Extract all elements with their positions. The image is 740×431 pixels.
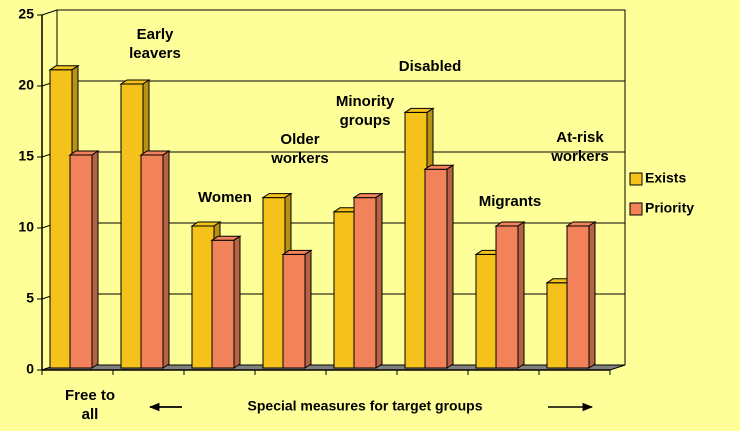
bar-side	[588, 221, 596, 369]
category-label: Older workers	[271, 131, 329, 167]
bar	[139, 150, 171, 369]
bar-front	[282, 253, 306, 369]
y-tick-label: 15	[18, 148, 34, 164]
category-label-box: Free to all	[65, 387, 115, 423]
bar-front	[475, 253, 499, 369]
y-tick-label: 0	[26, 361, 34, 377]
y-tick-label: 25	[18, 6, 34, 22]
bar-front	[262, 197, 286, 369]
legend-swatch	[629, 172, 643, 186]
bar-front	[404, 111, 428, 369]
bar-front	[120, 83, 144, 369]
bar-side	[162, 150, 170, 369]
bar-front	[69, 154, 93, 369]
legend-swatch	[629, 202, 643, 216]
bar	[494, 221, 526, 369]
bar-side	[233, 235, 241, 369]
category-label-box: Migrants	[478, 193, 542, 210]
category-label: Minority groups	[335, 93, 395, 129]
bar	[565, 221, 597, 369]
annotation: Special measures for target groups	[248, 398, 483, 414]
bar	[68, 150, 100, 369]
category-label-box: Women	[198, 189, 252, 206]
bar-front	[353, 197, 377, 369]
bar-side	[446, 164, 454, 369]
bar-front	[424, 168, 448, 369]
bar-front	[140, 154, 164, 369]
category-label-box: Older workers	[271, 131, 329, 167]
y-tick-label: 20	[18, 77, 34, 93]
legend-label: Priority	[645, 200, 694, 216]
category-label: Women	[198, 189, 252, 206]
bar	[352, 192, 384, 369]
category-label-box: Disabled	[398, 58, 462, 75]
category-label-box: At-risk workers	[551, 129, 609, 165]
bar-side	[91, 150, 99, 369]
category-label: Early leavers	[129, 26, 181, 62]
category-label-box: Minority groups	[335, 93, 395, 129]
bar-front	[566, 225, 590, 369]
bar-side	[517, 221, 525, 369]
category-label: At-risk workers	[551, 129, 609, 165]
grid-line	[41, 9, 625, 16]
bar	[423, 164, 455, 369]
bar-front	[191, 225, 215, 369]
bar-side	[375, 192, 383, 369]
bar	[281, 249, 313, 369]
bar-front	[546, 282, 570, 369]
bar-front	[49, 69, 73, 369]
category-label: Migrants	[478, 193, 542, 210]
legend-label: Exists	[645, 170, 686, 186]
bar-front	[333, 211, 357, 369]
y-tick-label: 5	[26, 290, 34, 306]
bar	[210, 235, 242, 369]
bar-front	[211, 239, 235, 369]
category-label: Free to all	[65, 387, 115, 423]
category-label: Disabled	[398, 58, 462, 75]
bar-side	[304, 249, 312, 369]
y-tick-label: 10	[18, 219, 34, 235]
category-label-box: Early leavers	[129, 26, 181, 62]
bar-front	[495, 225, 519, 369]
